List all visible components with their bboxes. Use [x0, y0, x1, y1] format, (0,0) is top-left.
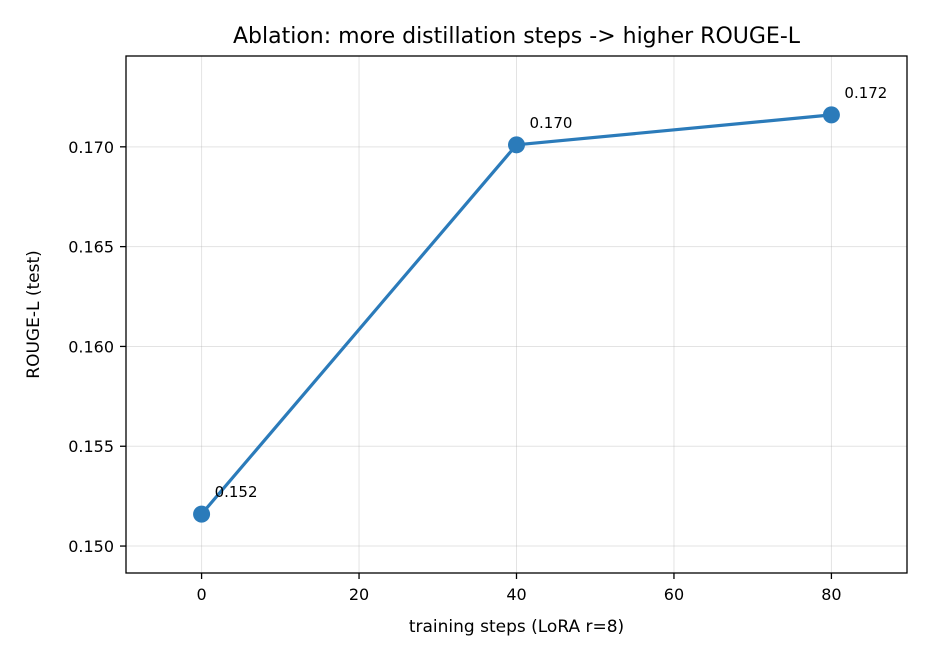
x-tick-label: 40	[506, 585, 526, 604]
data-point	[193, 505, 211, 523]
series-layer: 0.152 0.170 0.172	[193, 84, 887, 523]
y-tick-label: 0.170	[68, 138, 114, 157]
x-tick-label: 60	[664, 585, 684, 604]
data-point	[822, 106, 840, 124]
x-axis-label: training steps (LoRA r=8)	[409, 617, 624, 637]
x-tick-label: 0	[196, 585, 206, 604]
data-label: 0.152	[215, 483, 258, 501]
y-axis-label: ROUGE-L (test)	[24, 250, 44, 378]
y-tick-label: 0.165	[68, 238, 114, 257]
x-tick-label: 80	[821, 585, 841, 604]
y-tick-label: 0.160	[68, 337, 114, 356]
data-point	[508, 136, 525, 154]
x-axis-ticks: 0 20 40 60 80	[196, 573, 842, 604]
x-tick-label: 20	[349, 585, 369, 604]
y-tick-label: 0.155	[68, 437, 114, 456]
data-label: 0.170	[530, 114, 573, 132]
y-tick-label: 0.150	[68, 537, 114, 556]
chart-title: Ablation: more distillation steps -> hig…	[233, 24, 801, 49]
y-axis-ticks: 0.150 0.155 0.160 0.165 0.170	[68, 138, 126, 556]
data-label: 0.172	[844, 84, 887, 102]
